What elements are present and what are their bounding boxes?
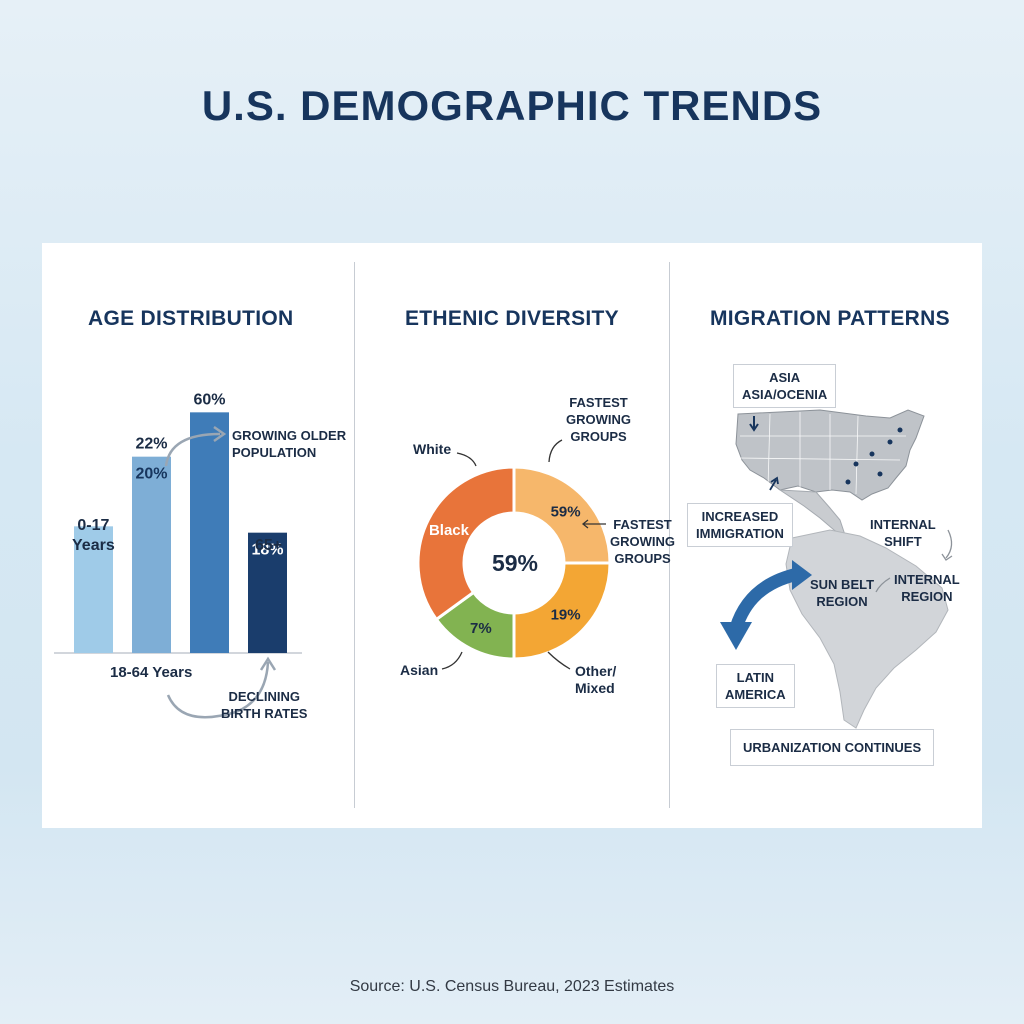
pointer-white-icon	[456, 452, 477, 467]
donut-slice-label-1: 19%	[551, 607, 581, 624]
donut-slice-3	[416, 465, 516, 622]
donut-slice-0	[512, 465, 612, 565]
box-latin-america: LATIN AMERICA	[716, 664, 795, 708]
age-bar-data-label-2: 60%	[193, 391, 225, 408]
age-bar-0	[74, 526, 113, 653]
internal-shift-arrow-icon	[945, 529, 953, 559]
pointer-top-icon	[548, 439, 563, 463]
label-internal-shift: INTERNAL SHIFT	[870, 517, 936, 549]
donut-center-label: 59%	[491, 550, 539, 576]
age-bar-chart: 22% 20% 60% 18%	[54, 391, 302, 719]
declining-arrowhead-icon	[259, 656, 277, 671]
migration-panel-title: MIGRATION PATTERNS	[710, 307, 950, 330]
age-panel-title: AGE DISTRIBUTION	[88, 307, 294, 330]
age-bar-data-label-1: 22%	[135, 436, 167, 453]
ethnic-pointers	[441, 439, 606, 670]
pointer-other-icon	[547, 651, 571, 670]
donut-slice-1	[512, 561, 612, 661]
annotation-fastest-right: FASTEST GROWING GROUPS	[610, 517, 675, 566]
age-bar-inner-label-1: 20%	[135, 466, 167, 483]
divider-left	[354, 262, 355, 808]
annotation-fastest-top: FASTEST GROWING GROUPS	[566, 395, 631, 444]
label-internal-region: INTERNAL REGION	[894, 572, 960, 604]
age-bar-2	[190, 412, 229, 653]
annotation-growing-older: GROWING OLDER POPULATION	[232, 428, 347, 460]
south-america-map-shape	[785, 529, 949, 729]
ethnic-label-other: Other/ Mixed	[575, 663, 617, 696]
age-bar-1	[132, 456, 171, 653]
donut-slice-label-0: 59%	[551, 503, 581, 520]
box-urbanization: URBANIZATION CONTINUES	[730, 729, 935, 766]
divider-right	[669, 262, 670, 808]
ethnic-label-asian: Asian	[400, 662, 439, 678]
box-increased-immigration: INCREASED IMMIGRATION	[687, 503, 793, 547]
age-label-65: 65+	[255, 537, 283, 554]
pointer-asian-icon	[441, 651, 463, 670]
ethnic-label-white: White	[413, 441, 452, 457]
migration-map	[720, 409, 953, 729]
growing-arrow-icon	[164, 432, 221, 467]
annotation-declining-birth: DECLINING BIRTH RATES	[221, 689, 308, 721]
latin-america-arrow-icon	[729, 567, 800, 631]
box-asia: ASIA ASIA/OCENIA	[733, 364, 837, 408]
source-note: Source: U.S. Census Bureau, 2023 Estimat…	[349, 978, 675, 995]
growing-arrowhead-icon	[213, 425, 227, 443]
donut-slice-label-3: Black	[429, 522, 470, 539]
declining-arrow-icon	[166, 661, 270, 719]
age-label-0-17: 0-17 Years	[72, 517, 115, 554]
age-bar-3	[248, 532, 287, 653]
ethnic-panel-title: ETHENIC DIVERSITY	[405, 307, 619, 330]
donut-slice-label-2: 7%	[470, 620, 492, 637]
label-sun-belt: SUN BELT REGION	[810, 577, 875, 609]
ethnic-donut-chart: 59% 19% 7% Black	[416, 465, 612, 661]
age-label-18-64: 18-64 Years	[110, 664, 193, 681]
age-bar-inner-label-3: 18%	[251, 542, 283, 559]
page-title: U.S. DEMOGRAPHIC TRENDS	[201, 82, 823, 129]
